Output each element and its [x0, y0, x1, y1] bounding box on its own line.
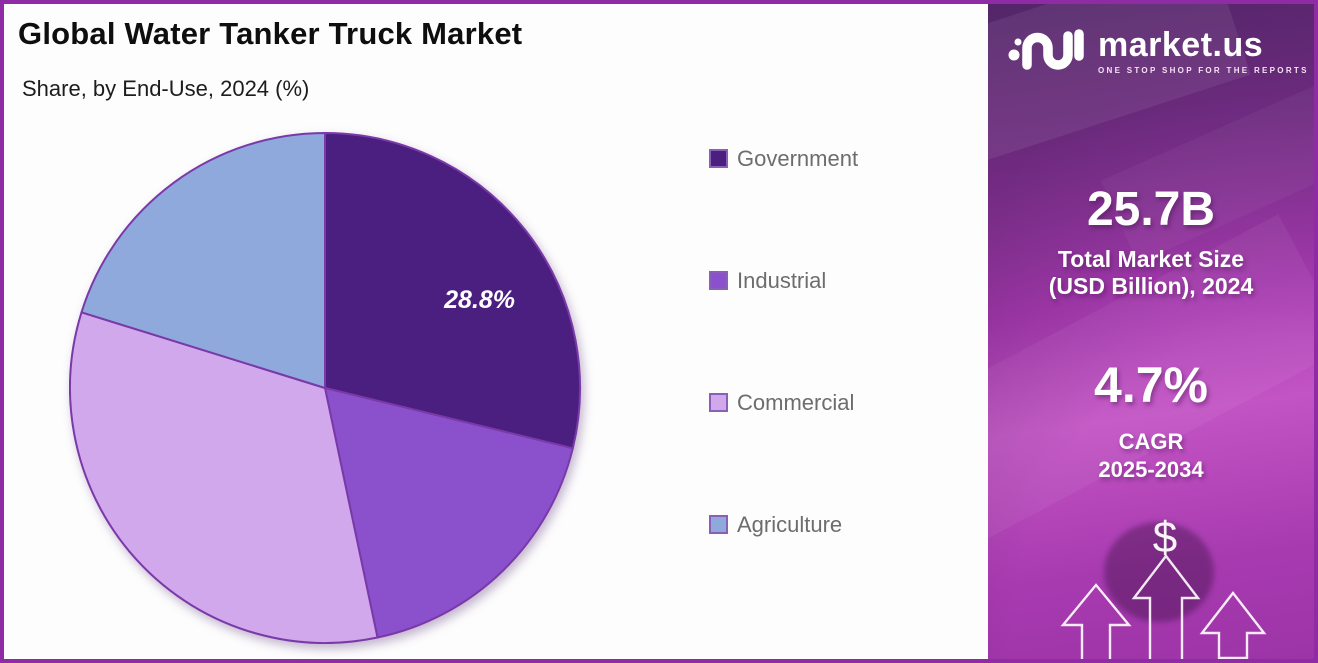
legend-swatch	[709, 149, 728, 168]
decorative-circle	[1104, 522, 1214, 622]
market-size-label-line2: (USD Billion), 2024	[1048, 273, 1254, 299]
pie-slice-agriculture	[80, 132, 326, 389]
brand-logo: market.us ONE STOP SHOP FOR THE REPORTS	[1008, 26, 1309, 76]
legend-swatch	[709, 393, 728, 412]
sidebar: market.us ONE STOP SHOP FOR THE REPORTS …	[988, 4, 1314, 659]
legend-swatch	[709, 515, 728, 534]
legend: Government Industrial Commercial Agricultur…	[709, 145, 859, 537]
pie-slice-commercial	[69, 311, 379, 644]
legend-swatch	[709, 271, 728, 290]
legend-row-commercial: Commercial	[709, 389, 858, 415]
legend-row-agriculture: Agriculture	[709, 511, 858, 537]
pie-chart-svg: 28.8%	[69, 132, 581, 644]
logo-text: market.us ONE STOP SHOP FOR THE REPORTS	[1098, 27, 1309, 75]
legend-label: Commercial	[737, 389, 855, 415]
legend-label: Government	[737, 145, 859, 171]
legend-row-industrial: Industrial	[709, 267, 858, 293]
pie-data-label: 28.8%	[443, 286, 515, 314]
dollar-icon: $	[1153, 513, 1177, 562]
brand-tagline: ONE STOP SHOP FOR THE REPORTS	[1098, 66, 1309, 75]
page-title: Global Water Tanker Truck Market	[18, 16, 523, 51]
up-arrow-icon	[1060, 583, 1132, 659]
growth-arrows-icon: $	[1060, 513, 1267, 659]
pie-slice-government	[324, 132, 581, 450]
cagr-label: CAGR 2025-2034	[988, 428, 1314, 484]
legend-row-government: Government	[709, 145, 859, 171]
cagr-label-line1: CAGR	[1118, 429, 1184, 454]
cagr-value: 4.7%	[1094, 357, 1208, 413]
market-size-label-line1: Total Market Size	[1057, 246, 1245, 272]
legend-label: Industrial	[737, 267, 827, 293]
market-size-value: 25.7B	[1086, 183, 1216, 236]
page-subtitle: Share, by End-Use, 2024 (%)	[22, 76, 310, 101]
market-size-label: Total Market Size (USD Billion), 2024	[988, 246, 1314, 300]
cagr-label-line2: 2025-2034	[1098, 457, 1204, 482]
pie-slice-industrial	[324, 387, 574, 639]
brand-name: market.us	[1098, 26, 1264, 64]
up-arrow-icon	[1131, 554, 1201, 659]
up-arrow-icon	[1199, 591, 1267, 659]
marketus-logo-icon	[1008, 29, 1084, 70]
chart-panel: Global Water Tanker Truck Market Share, …	[4, 4, 988, 659]
legend-label: Agriculture	[737, 511, 843, 537]
